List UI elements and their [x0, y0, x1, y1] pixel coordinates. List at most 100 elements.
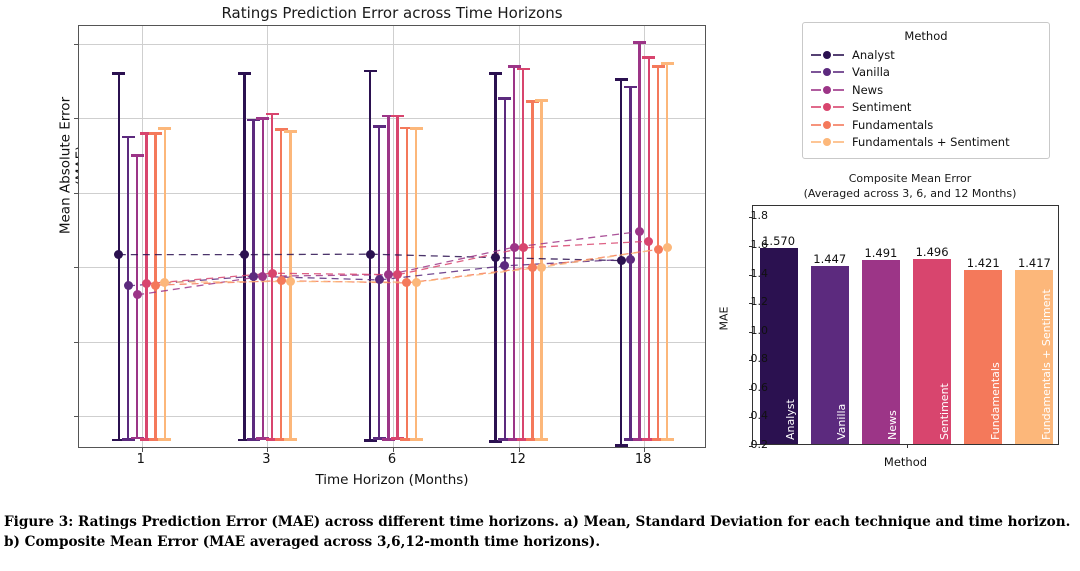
y-tick-mark	[749, 246, 753, 247]
x-axis-tick-label: 6	[387, 452, 397, 467]
error-bar-cap-upper	[274, 128, 288, 131]
error-bar-cap-lower	[381, 438, 395, 441]
bar-value-label: 1.496	[915, 244, 949, 259]
error-bar-cap-upper	[256, 117, 270, 120]
gridline-horizontal	[79, 416, 705, 418]
legend-entry-sentiment[interactable]: Sentiment	[811, 99, 1041, 117]
x-tick-mark	[141, 447, 143, 452]
error-bar-cap-lower	[633, 438, 647, 441]
error-bar-cap-upper	[363, 69, 377, 73]
error-bar-cap-upper	[372, 125, 386, 128]
y-axis-tick-label: 0.4	[750, 409, 769, 423]
data-point-marker	[132, 290, 142, 300]
error-bar-cap-lower	[112, 438, 126, 442]
x-tick-mark	[267, 447, 269, 452]
error-bar-cap-upper	[623, 85, 637, 89]
error-bar-cap-upper	[516, 67, 530, 71]
error-bar-cap-lower	[409, 438, 423, 441]
bar-value-label: 1.447	[813, 251, 847, 266]
bar-analyst[interactable]	[759, 248, 798, 444]
error-bar	[638, 42, 641, 440]
error-bar-cap-upper	[651, 64, 665, 68]
error-bar-cap-upper	[642, 55, 656, 59]
legend-entry-vanilla[interactable]: Vanilla	[811, 64, 1041, 82]
error-bar-cap-upper	[158, 127, 172, 131]
error-bar-cap-upper	[130, 154, 144, 157]
error-bar-cap-upper	[381, 114, 395, 118]
bar-category-label: Fundamentals	[988, 362, 1002, 440]
legend-entry-fundamentals-sentiment[interactable]: Fundamentals + Sentiment	[811, 134, 1041, 152]
legend-marker-icon	[811, 66, 845, 78]
error-bar-cap-lower	[274, 438, 288, 441]
bar-fundamentals[interactable]	[964, 269, 1003, 444]
y-axis-tick-label: 1.4	[750, 266, 769, 280]
error-bar-cap-lower	[516, 438, 530, 441]
error-bar-cap-lower	[651, 438, 665, 441]
panel-a-plot-area	[74, 25, 706, 452]
panel-a-line-chart: Ratings Prediction Error across Time Hor…	[57, 4, 706, 488]
gridline-horizontal	[79, 267, 705, 269]
panel-b-bar-chart: Composite Mean Error (Averaged across 3,…	[710, 172, 1080, 492]
error-bar-cap-upper	[507, 64, 521, 68]
data-point-marker	[141, 279, 151, 289]
y-axis-tick-label: 0.8	[750, 352, 769, 366]
legend-dash-left	[811, 123, 821, 126]
bar-fundamentals-sentiment[interactable]	[1015, 270, 1054, 444]
error-bar-cap-upper	[409, 127, 423, 131]
series-line	[164, 247, 668, 283]
error-bar-cap-lower	[265, 438, 279, 441]
error-bar	[521, 69, 525, 440]
error-bar-cap-upper	[139, 131, 153, 135]
error-bar-cap-upper	[237, 72, 251, 75]
error-bar-cap-lower	[489, 440, 503, 443]
data-point-marker	[160, 277, 170, 287]
panel-a-x-axis-label: Time Horizon (Months)	[315, 472, 469, 488]
error-bar-cap-lower	[498, 438, 512, 441]
bar-value-label: 1.417	[1017, 256, 1051, 271]
legend-dash-right	[833, 71, 844, 74]
error-bar-cap-lower	[525, 438, 539, 441]
legend-dash-right	[833, 123, 844, 126]
error-bar-cap-lower	[283, 438, 297, 441]
y-axis-tick-label: 0.6	[750, 380, 769, 394]
error-bar-cap-lower	[614, 443, 628, 447]
legend-marker-icon	[811, 136, 845, 148]
y-tick-mark	[749, 417, 753, 419]
bar-category-label: Analyst	[784, 399, 798, 440]
legend-dot-icon	[823, 138, 831, 147]
legend-entry-fundamentals[interactable]: Fundamentals	[811, 116, 1041, 134]
data-point-marker	[383, 270, 393, 280]
gridline-vertical	[644, 26, 646, 447]
error-bar-cap-upper	[149, 131, 163, 135]
error-bar-cap-lower	[623, 438, 637, 441]
gridline-vertical	[518, 26, 520, 447]
y-axis-label-line1: Mean Absolute Error	[57, 96, 74, 235]
error-bar-cap-lower	[642, 438, 656, 441]
figure-caption: Figure 3: Ratings Prediction Error (MAE)…	[4, 514, 1071, 550]
data-point-marker	[635, 227, 645, 237]
y-axis-tick-label: 1.6	[750, 238, 769, 251]
bar-news[interactable]	[861, 259, 900, 444]
bar-vanilla[interactable]	[810, 265, 849, 444]
gridline-horizontal	[79, 118, 705, 120]
y-tick-mark	[74, 416, 79, 418]
x-tick-mark	[906, 444, 908, 448]
bar-sentiment[interactable]	[913, 258, 951, 444]
bar-value-label: 1.421	[966, 255, 1000, 270]
data-point-marker	[249, 271, 259, 281]
panel-b-x-axis-label: Method	[883, 455, 928, 469]
bar-category-label: Vanilla	[835, 403, 849, 440]
panel-b-plot-area: 1.570 Analyst 1.447 Vanilla 1.491 News 1.496 Se…	[749, 205, 1059, 448]
data-point-marker	[509, 242, 519, 252]
y-axis-tick-label: 1.8	[750, 209, 769, 223]
data-point-marker	[411, 277, 421, 287]
y-axis-tick-label: 0.2	[750, 438, 769, 451]
legend-dash-right	[833, 141, 844, 144]
legend-entry-analyst[interactable]: Analyst	[811, 46, 1041, 64]
legend-dash-left	[811, 141, 821, 144]
bar-category-label: Sentiment	[937, 383, 951, 440]
legend-entry-news[interactable]: News	[811, 81, 1041, 99]
error-bar-cap-upper	[489, 72, 503, 75]
bar-category-label: News	[886, 410, 900, 440]
error-bar-cap-upper	[535, 99, 549, 102]
